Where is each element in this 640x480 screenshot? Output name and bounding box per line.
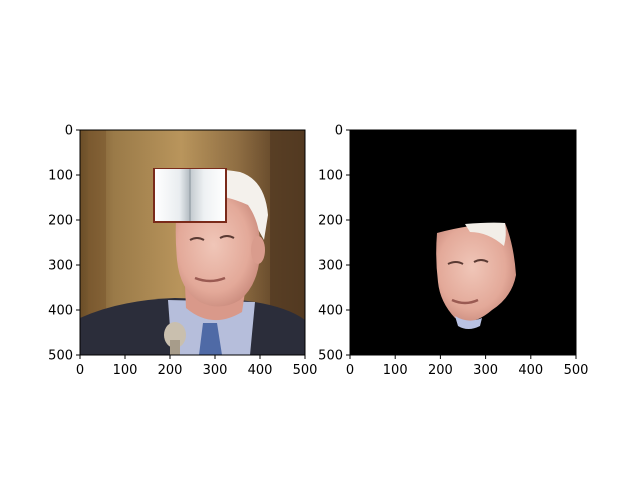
ear [251, 236, 265, 264]
left-eye [189, 237, 205, 241]
segmented-mouth [451, 298, 479, 305]
tie [199, 323, 222, 355]
segmented-face [436, 223, 516, 322]
right-panel-y-tick-label: 200 [318, 214, 343, 229]
left-panel-y-tick-label: 200 [48, 214, 73, 229]
segmented-left-eye [447, 261, 464, 265]
right-mask-image [350, 130, 576, 355]
left-panel-x-tick-label: 0 [76, 363, 84, 378]
right-panel-x-tick-label: 0 [346, 363, 354, 378]
right-panel-x-tick-label: 500 [564, 363, 589, 378]
right-panel-y-tick-label: 500 [318, 349, 343, 364]
right-panel-x-tick-label: 400 [518, 363, 543, 378]
left-panel-y-tick-label: 100 [48, 169, 73, 184]
microphone-icon [164, 322, 186, 348]
right-panel-x-tick-label: 200 [428, 363, 453, 378]
segmented-right-eye [473, 259, 489, 263]
left-panel-x-tick-label: 500 [293, 363, 318, 378]
door-panel [88, 130, 106, 320]
left-axes-frame [79, 129, 306, 356]
left-panel-x-tick-label: 300 [203, 363, 228, 378]
left-panel-x-tick-label: 400 [248, 363, 273, 378]
left-x-ticks: 0 100 200 300 400 500 [76, 355, 318, 378]
left-photo [80, 130, 305, 355]
right-panel-y-tick-label: 400 [318, 304, 343, 319]
right-y-ticks: 0 100 200 300 400 500 [318, 124, 350, 364]
left-panel: 0 100 200 300 400 500 0 100 200 300 400 500 [48, 124, 317, 379]
left-panel-x-tick-label: 100 [113, 363, 138, 378]
left-panel-y-tick-label: 400 [48, 304, 73, 319]
right-eye [219, 235, 235, 239]
microphone-stand [170, 340, 180, 355]
left-y-ticks: 0 100 200 300 400 500 [48, 124, 80, 364]
right-x-ticks: 0 100 200 300 400 500 [346, 355, 589, 378]
left-panel-y-tick-label: 0 [65, 124, 73, 139]
book-occluder [153, 168, 227, 223]
right-panel-y-tick-label: 300 [318, 259, 343, 274]
mouth [194, 276, 226, 283]
left-panel-x-tick-label: 200 [158, 363, 183, 378]
door-frame [270, 130, 305, 330]
segmented-collar [455, 316, 482, 329]
left-panel-y-tick-label: 300 [48, 259, 73, 274]
right-axes-frame [349, 129, 577, 356]
right-panel-x-tick-label: 100 [383, 363, 408, 378]
right-panel: 0 100 200 300 400 500 0 100 200 300 400 500 [318, 124, 588, 379]
right-panel-y-tick-label: 100 [318, 169, 343, 184]
left-panel-y-tick-label: 500 [48, 349, 73, 364]
right-panel-x-tick-label: 300 [473, 363, 498, 378]
right-panel-y-tick-label: 0 [335, 124, 343, 139]
segmented-hair [465, 222, 506, 246]
